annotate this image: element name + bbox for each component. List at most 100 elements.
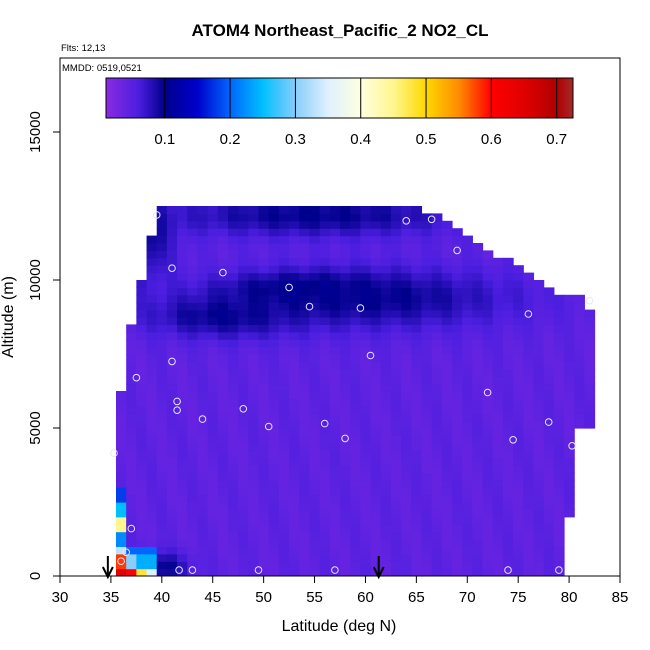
heatmap-cell <box>187 243 199 251</box>
heatmap-cell <box>268 317 280 325</box>
heatmap-cell <box>411 457 423 466</box>
heatmap-cell <box>380 420 392 429</box>
heatmap-cell <box>299 398 311 407</box>
heatmap-cell <box>350 302 361 311</box>
heatmap-cell <box>360 250 372 259</box>
heatmap-cell <box>462 531 473 540</box>
heatmap-cell <box>319 413 331 422</box>
heatmap-cell <box>248 228 260 237</box>
heatmap-cell <box>289 465 300 473</box>
heatmap-cell <box>360 368 372 377</box>
heatmap-cell <box>452 428 463 436</box>
colorbar-swatch <box>403 78 406 118</box>
heatmap-cell <box>207 450 219 459</box>
heatmap-cell <box>543 354 555 362</box>
heatmap-cell <box>146 250 158 259</box>
colorbar-swatch <box>241 78 245 118</box>
heatmap-cell <box>441 220 453 229</box>
colorbar-swatch <box>413 78 417 118</box>
heatmap-cell <box>502 435 514 444</box>
heatmap-cell <box>146 331 158 340</box>
heatmap-cell <box>401 516 412 525</box>
heatmap-cell <box>502 398 514 407</box>
colorbar-swatch <box>502 78 506 118</box>
heatmap-cell <box>380 524 392 533</box>
heatmap-cell <box>187 539 199 547</box>
heatmap-cell <box>431 561 443 570</box>
heatmap-cell <box>421 539 433 547</box>
heatmap-cell <box>411 213 423 222</box>
heatmap-cell <box>390 331 402 340</box>
heatmap-cell <box>543 302 555 311</box>
heatmap-cell <box>533 405 545 414</box>
heatmap-cell <box>523 428 535 436</box>
y-tick-label: 10000 <box>27 259 44 301</box>
heatmap-cell <box>441 405 453 414</box>
heatmap-cell <box>431 354 443 362</box>
colorbar-swatch <box>161 78 164 118</box>
heatmap-cell <box>390 354 402 362</box>
heatmap-cell <box>431 228 443 237</box>
heatmap-cell <box>431 457 443 466</box>
heatmap-cell <box>411 553 423 562</box>
colorbar-swatch <box>116 78 120 118</box>
heatmap-cell <box>248 465 260 473</box>
colorbar-tick-label: 0.3 <box>285 131 306 148</box>
heatmap-cell <box>380 472 392 481</box>
heatmap-cell <box>197 524 209 533</box>
heatmap-cell <box>380 487 392 496</box>
heatmap-cell <box>360 228 372 237</box>
heatmap-cell <box>401 539 412 547</box>
heatmap-cell <box>228 546 239 555</box>
heatmap-cell <box>482 376 494 385</box>
heatmap-cell <box>350 457 361 466</box>
heatmap-cell <box>441 361 453 370</box>
heatmap-cell <box>156 450 168 459</box>
heatmap-cell <box>472 346 484 355</box>
heatmap-cell <box>543 339 555 348</box>
heatmap-cell <box>441 531 453 540</box>
heatmap-cell <box>380 235 392 244</box>
sample-point <box>331 566 339 574</box>
heatmap-cell <box>472 398 484 407</box>
colorbar-swatch <box>364 78 368 118</box>
heatmap-cell <box>238 265 249 274</box>
heatmap-cell <box>533 487 545 496</box>
heatmap-cell <box>502 546 514 555</box>
heatmap-cell <box>370 516 382 525</box>
heatmap-cell <box>350 235 361 244</box>
heatmap-cell <box>248 280 260 288</box>
heatmap-cell <box>299 435 311 444</box>
heatmap-cell <box>116 391 127 399</box>
heatmap-cell <box>462 294 473 303</box>
colorbar-swatch <box>277 78 281 118</box>
heatmap-cell <box>187 309 199 318</box>
heatmap-cell <box>238 450 249 459</box>
heatmap-cell <box>197 561 209 570</box>
heatmap-cell <box>238 465 249 473</box>
heatmap-cell <box>228 376 239 385</box>
heatmap-cell <box>472 531 484 540</box>
heatmap-cell <box>146 346 158 355</box>
heatmap-cell <box>513 539 524 547</box>
heatmap-cell <box>360 479 372 488</box>
heatmap-cell <box>421 450 433 459</box>
heatmap-cell <box>380 265 392 274</box>
heatmap-cell <box>553 442 565 451</box>
heatmap-cell <box>523 420 535 429</box>
heatmap-cell <box>564 361 575 370</box>
heatmap-cell <box>136 383 148 392</box>
colorbar-swatch <box>294 78 298 118</box>
heatmap-cell <box>278 324 290 333</box>
heatmap-cell <box>268 457 280 466</box>
heatmap-cell <box>513 487 524 496</box>
heatmap-cell <box>370 398 382 407</box>
colorbar-swatch <box>515 78 519 118</box>
heatmap-cell <box>390 383 402 392</box>
heatmap-cell <box>533 442 545 451</box>
heatmap-cell <box>390 428 402 436</box>
heatmap-cell <box>390 235 402 244</box>
heatmap-cell <box>564 309 575 318</box>
heatmap-cell <box>472 287 484 296</box>
heatmap-cell <box>197 383 209 392</box>
